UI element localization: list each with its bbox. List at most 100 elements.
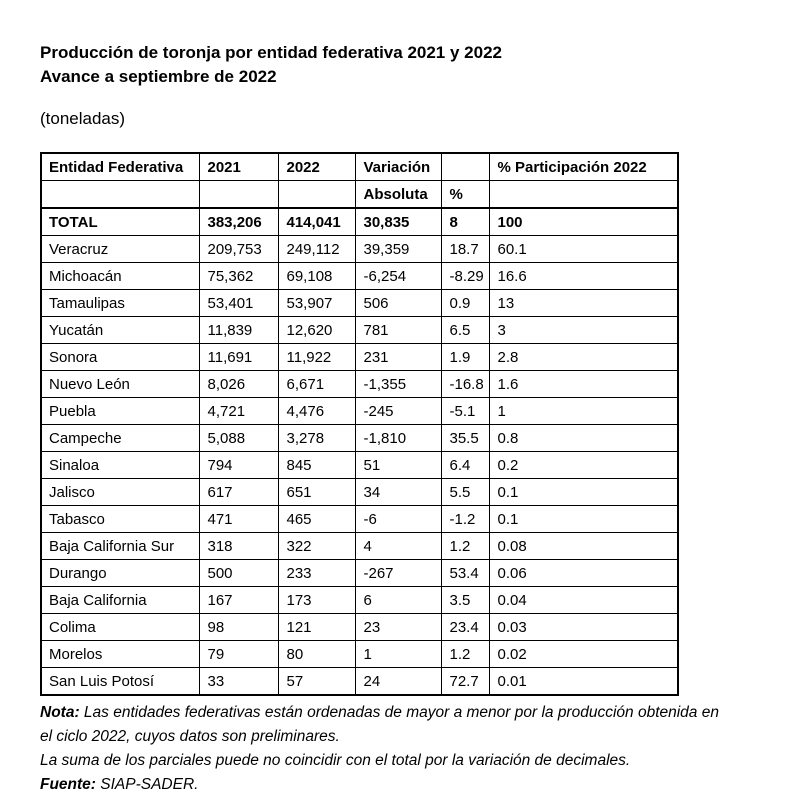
table-row: Jalisco 617 651 34 5.5 0.1 — [40, 478, 679, 506]
total-entity: TOTAL — [40, 207, 200, 236]
cell-abs: 39,359 — [354, 235, 442, 263]
table-row: Colima 98 121 23 23.4 0.03 — [40, 613, 679, 641]
footnote-sum-disclaimer: La suma de los parciales puede no coinci… — [40, 752, 631, 769]
cell-y2021: 11,691 — [198, 343, 279, 371]
cell-abs: 24 — [354, 667, 442, 696]
cell-part: 0.1 — [488, 478, 679, 506]
table-row: Baja California Sur 318 322 4 1.2 0.08 — [40, 532, 679, 560]
cell-part: 0.02 — [488, 640, 679, 668]
cell-pct: 72.7 — [440, 667, 490, 696]
cell-part: 0.01 — [488, 667, 679, 696]
cell-entity: Tabasco — [40, 505, 200, 533]
cell-entity: Veracruz — [40, 235, 200, 263]
cell-y2021: 617 — [198, 478, 279, 506]
title-line-2: Avance a septiembre de 2022 — [40, 67, 277, 86]
table-row: Morelos 79 80 1 1.2 0.02 — [40, 640, 679, 668]
cell-pct: 23.4 — [440, 613, 490, 641]
cell-entity: Sonora — [40, 343, 200, 371]
cell-pct: -5.1 — [440, 397, 490, 425]
table-row: Puebla 4,721 4,476 -245 -5.1 1 — [40, 397, 679, 425]
cell-abs: 51 — [354, 451, 442, 479]
cell-part: 0.06 — [488, 559, 679, 587]
cell-y2022: 651 — [277, 478, 356, 506]
cell-pct: 1.2 — [440, 532, 490, 560]
cell-entity: San Luis Potosí — [40, 667, 200, 696]
cell-y2021: 5,088 — [198, 424, 279, 452]
cell-part: 0.08 — [488, 532, 679, 560]
col-header-empty — [440, 152, 490, 181]
cell-y2022: 173 — [277, 586, 356, 614]
cell-y2022: 4,476 — [277, 397, 356, 425]
cell-y2021: 167 — [198, 586, 279, 614]
total-row: TOTAL 383,206 414,041 30,835 8 100 — [40, 207, 679, 236]
cell-y2021: 33 — [198, 667, 279, 696]
table-row: Veracruz 209,753 249,112 39,359 18.7 60.1 — [40, 235, 679, 263]
cell-abs: -6,254 — [354, 262, 442, 290]
cell-y2021: 75,362 — [198, 262, 279, 290]
cell-abs: 34 — [354, 478, 442, 506]
cell-entity: Campeche — [40, 424, 200, 452]
table-row: Sinaloa 794 845 51 6.4 0.2 — [40, 451, 679, 479]
cell-pct: 1.9 — [440, 343, 490, 371]
cell-part: 3 — [488, 316, 679, 344]
cell-part: 13 — [488, 289, 679, 317]
table-row: San Luis Potosí 33 57 24 72.7 0.01 — [40, 667, 679, 696]
cell-pct: 0.9 — [440, 289, 490, 317]
table-row: Yucatán 11,839 12,620 781 6.5 3 — [40, 316, 679, 344]
cell-pct: 18.7 — [440, 235, 490, 263]
cell-y2021: 8,026 — [198, 370, 279, 398]
col-header-variacion: Variación — [354, 152, 442, 181]
cell-part: 0.04 — [488, 586, 679, 614]
cell-entity: Colima — [40, 613, 200, 641]
footnote-nota-continued: el ciclo 2022, cuyos datos son prelimina… — [40, 728, 340, 745]
subheader-empty-participacion — [488, 180, 679, 209]
cell-abs: 781 — [354, 316, 442, 344]
page-title: Producción de toronja por entidad federa… — [40, 41, 502, 89]
total-2022: 414,041 — [277, 207, 356, 236]
cell-pct: -16.8 — [440, 370, 490, 398]
cell-entity: Nuevo León — [40, 370, 200, 398]
cell-entity: Yucatán — [40, 316, 200, 344]
cell-pct: 5.5 — [440, 478, 490, 506]
cell-pct: 6.4 — [440, 451, 490, 479]
subheader-empty-entity — [40, 180, 200, 209]
cell-abs: -1,355 — [354, 370, 442, 398]
total-variacion-absoluta: 30,835 — [354, 207, 442, 236]
cell-pct: 1.2 — [440, 640, 490, 668]
cell-part: 60.1 — [488, 235, 679, 263]
table-row: Michoacán 75,362 69,108 -6,254 -8.29 16.6 — [40, 262, 679, 290]
col-header-participacion: % Participación 2022 — [488, 152, 679, 181]
table-row: Tamaulipas 53,401 53,907 506 0.9 13 — [40, 289, 679, 317]
cell-abs: 231 — [354, 343, 442, 371]
total-2021: 383,206 — [198, 207, 279, 236]
cell-entity: Puebla — [40, 397, 200, 425]
cell-entity: Durango — [40, 559, 200, 587]
col-header-absoluta: Absoluta — [354, 180, 442, 209]
cell-y2021: 53,401 — [198, 289, 279, 317]
cell-part: 1.6 — [488, 370, 679, 398]
production-table: Entidad Federativa 2021 2022 Variación %… — [40, 152, 679, 696]
cell-y2021: 79 — [198, 640, 279, 668]
cell-pct: 35.5 — [440, 424, 490, 452]
cell-entity: Michoacán — [40, 262, 200, 290]
cell-entity: Tamaulipas — [40, 289, 200, 317]
cell-abs: 6 — [354, 586, 442, 614]
cell-y2022: 3,278 — [277, 424, 356, 452]
col-header-pct: % — [440, 180, 490, 209]
footnote-fuente-label: Fuente: — [40, 776, 96, 793]
table-row: Nuevo León 8,026 6,671 -1,355 -16.8 1.6 — [40, 370, 679, 398]
cell-pct: 3.5 — [440, 586, 490, 614]
cell-pct: 53.4 — [440, 559, 490, 587]
cell-entity: Jalisco — [40, 478, 200, 506]
col-header-2021: 2021 — [198, 152, 279, 181]
cell-y2021: 4,721 — [198, 397, 279, 425]
cell-y2022: 12,620 — [277, 316, 356, 344]
cell-pct: -1.2 — [440, 505, 490, 533]
cell-y2022: 80 — [277, 640, 356, 668]
footnotes: Nota: Las entidades federativas están or… — [40, 701, 790, 797]
cell-y2021: 11,839 — [198, 316, 279, 344]
cell-abs: -1,810 — [354, 424, 442, 452]
cell-part: 0.1 — [488, 505, 679, 533]
cell-y2021: 98 — [198, 613, 279, 641]
total-participacion: 100 — [488, 207, 679, 236]
